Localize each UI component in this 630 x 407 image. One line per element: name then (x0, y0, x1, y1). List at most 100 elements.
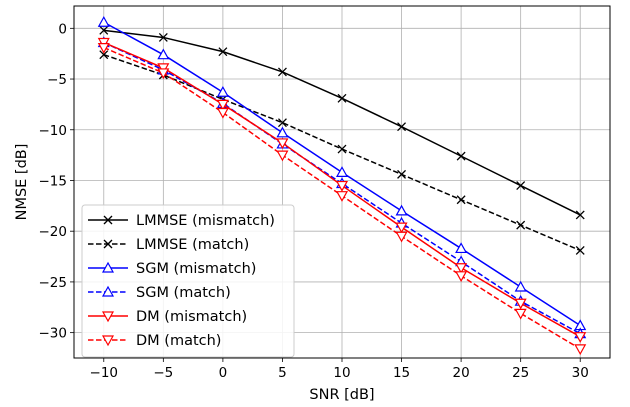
marker-stroke (337, 93, 347, 103)
y-tick-label: −25 (39, 275, 68, 291)
marker-stroke (99, 25, 109, 35)
legend-marker (101, 261, 115, 273)
data-point (575, 246, 585, 255)
x-tick-label: −10 (90, 365, 119, 381)
data-point (397, 122, 407, 132)
data-point (516, 181, 526, 191)
data-point (456, 151, 466, 161)
legend-entry-dm-mismatch: DM (mismatch) (88, 309, 247, 325)
legend-marker (103, 215, 113, 225)
legend-entry-dm-match: DM (match) (88, 333, 221, 349)
data-point (335, 166, 349, 177)
marker-stroke (337, 144, 347, 154)
data-point (514, 308, 527, 320)
marker-stroke (277, 67, 287, 77)
data-point (337, 144, 347, 154)
marker-stroke (103, 215, 113, 225)
data-point (277, 67, 287, 77)
data-point (276, 126, 289, 138)
y-tick-label: −5 (47, 72, 67, 88)
legend-marker (103, 239, 113, 249)
data-point (456, 195, 466, 205)
marker-stroke (277, 118, 287, 128)
data-point (514, 280, 527, 292)
marker-stroke (575, 246, 585, 255)
data-point (216, 99, 229, 111)
data-point (455, 271, 468, 283)
data-point (335, 180, 349, 192)
marker-stroke (158, 32, 168, 42)
legend-entry-sgm-mismatch: SGM (mismatch) (88, 261, 256, 277)
y-axis-label: NMSE [dB] (14, 144, 30, 221)
x-tick-label: 25 (512, 365, 529, 381)
legend-entry-lmmse-match: LMMSE (match) (88, 237, 249, 253)
series-dm-match (97, 42, 587, 356)
marker-stroke (397, 122, 407, 132)
marker-stroke (99, 50, 109, 60)
data-point (514, 298, 527, 310)
marker-stroke (456, 195, 466, 205)
x-tick-label: 30 (572, 365, 589, 381)
x-tick-label: 5 (278, 365, 287, 381)
legend-marker (101, 285, 115, 297)
marker-stroke (575, 210, 585, 220)
data-point (516, 220, 526, 230)
x-tick-label: 10 (333, 365, 350, 381)
data-point (337, 93, 347, 103)
legend-label: LMMSE (match) (136, 237, 249, 253)
data-point (216, 85, 229, 97)
data-point (158, 32, 168, 42)
x-tick-label: 0 (219, 365, 228, 381)
data-point (575, 210, 585, 220)
data-point (395, 204, 408, 216)
legend-label: DM (match) (136, 333, 221, 349)
axis-ticks: −10 −5 0 5 10 15 20 25 30 0 −5 −10 −15 −20 −25 −30 (39, 21, 589, 381)
legend-entry-sgm-match: SGM (match) (88, 285, 231, 301)
legend-label: SGM (mismatch) (136, 261, 256, 277)
y-tick-label: −20 (39, 224, 68, 240)
data-point (455, 263, 468, 274)
x-tick-label: 15 (393, 365, 410, 381)
series-lmmse-mismatch (99, 25, 585, 220)
data-point (276, 150, 289, 162)
data-point (97, 42, 110, 54)
y-tick-label: −30 (39, 326, 68, 342)
marker-stroke (516, 220, 526, 230)
data-point (397, 169, 407, 179)
legend-box (81, 204, 295, 358)
marker-stroke (456, 151, 466, 161)
data-point (276, 138, 289, 150)
y-tick-label: −15 (39, 173, 68, 189)
data-point (455, 242, 468, 254)
legend-marker (101, 335, 115, 347)
marker-stroke (397, 169, 407, 179)
data-point (97, 15, 110, 27)
marker-stroke (103, 239, 113, 249)
data-point (574, 332, 587, 343)
data-point (574, 344, 587, 356)
marker-stroke (516, 181, 526, 191)
series-layer (97, 15, 587, 356)
legend-label: DM (mismatch) (136, 309, 247, 325)
legend-entry-lmmse-mismatch: LMMSE (mismatch) (88, 213, 275, 229)
data-point (395, 222, 408, 234)
series-sgm-mismatch (97, 15, 587, 331)
data-point (395, 231, 408, 243)
x-tick-label: −5 (153, 365, 173, 381)
data-point (157, 48, 170, 60)
y-tick-label: 0 (58, 21, 67, 37)
legend-marker (101, 311, 115, 323)
data-point (335, 191, 349, 202)
legend-label: LMMSE (mismatch) (136, 213, 275, 229)
grid-lines (74, 6, 610, 358)
x-axis-label: SNR [dB] (309, 387, 374, 403)
data-point (157, 68, 170, 80)
data-point (277, 118, 287, 128)
y-tick-label: −10 (39, 123, 68, 139)
data-point (216, 107, 229, 119)
x-tick-label: 20 (453, 365, 470, 381)
marker-stroke (218, 47, 228, 57)
legend-label: SGM (match) (136, 285, 231, 301)
legend: LMMSE (mismatch) LMMSE (match) SGM (mismat… (81, 204, 295, 358)
